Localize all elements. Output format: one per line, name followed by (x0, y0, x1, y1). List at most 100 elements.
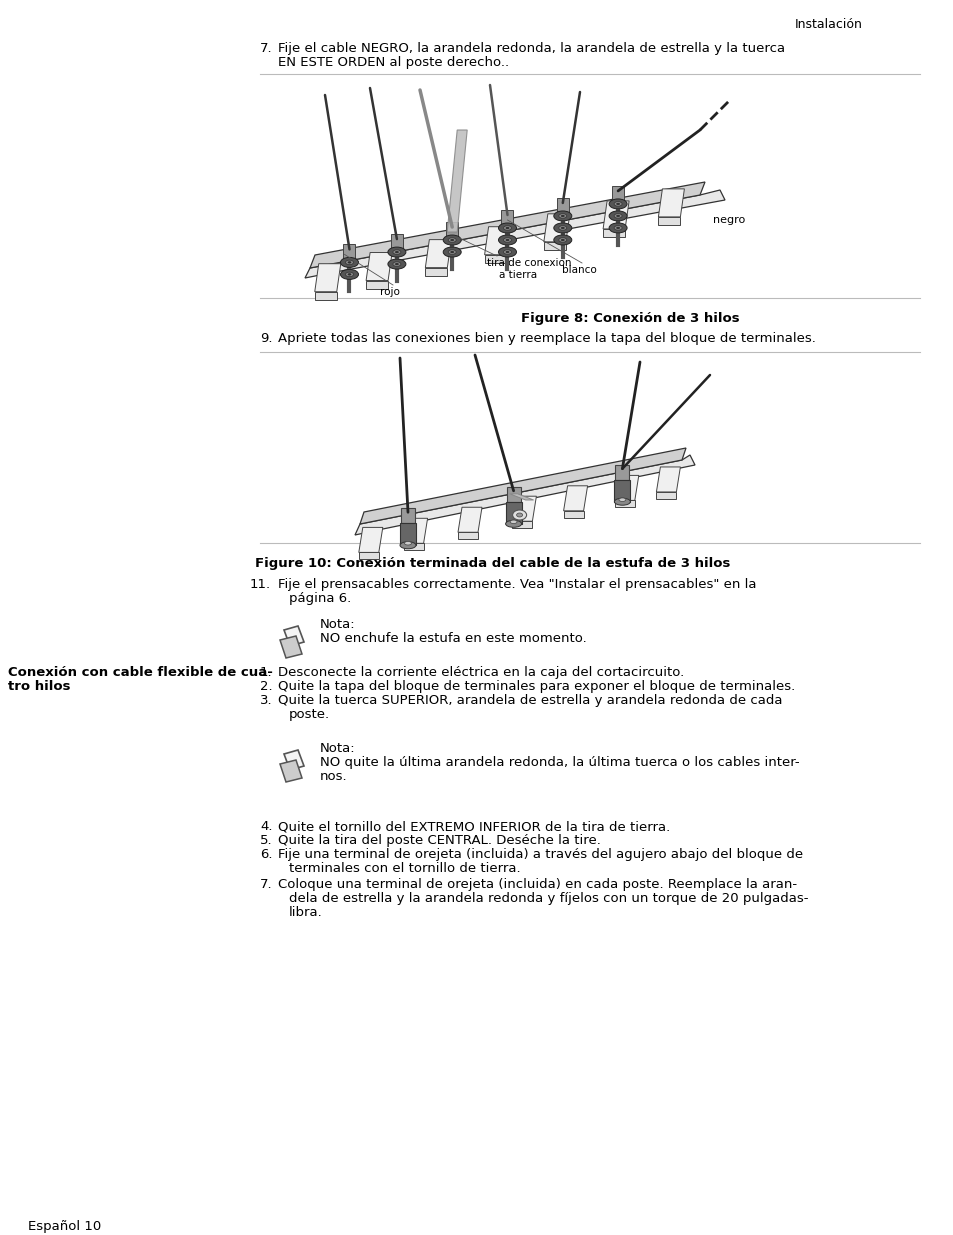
Polygon shape (506, 487, 520, 501)
Ellipse shape (450, 251, 454, 253)
Ellipse shape (345, 272, 354, 277)
Text: Nota:: Nota: (319, 742, 355, 755)
Polygon shape (614, 475, 639, 500)
Text: 7.: 7. (260, 878, 273, 890)
Polygon shape (656, 467, 679, 492)
Text: Fije el prensacables correctamente. Vea "Instalar el prensacables" en la: Fije el prensacables correctamente. Vea … (277, 578, 756, 592)
Text: Desconecte la corriente eléctrica en la caja del cortacircuito.: Desconecte la corriente eléctrica en la … (277, 666, 683, 679)
Ellipse shape (618, 498, 625, 501)
Ellipse shape (443, 235, 460, 245)
Polygon shape (366, 252, 392, 280)
Text: 9.: 9. (260, 332, 273, 345)
Polygon shape (509, 494, 533, 500)
Text: 7.: 7. (260, 42, 273, 56)
Ellipse shape (393, 249, 400, 254)
Polygon shape (612, 186, 623, 204)
Ellipse shape (448, 238, 456, 242)
Ellipse shape (348, 262, 351, 263)
Polygon shape (563, 511, 583, 517)
Polygon shape (602, 228, 624, 237)
Polygon shape (314, 264, 340, 291)
Ellipse shape (340, 269, 358, 279)
Text: Quite la tuerca SUPERIOR, arandela de estrella y arandela redonda de cada: Quite la tuerca SUPERIOR, arandela de es… (277, 694, 781, 706)
Polygon shape (425, 240, 451, 268)
Polygon shape (366, 280, 388, 289)
Ellipse shape (498, 247, 516, 257)
Ellipse shape (388, 247, 405, 257)
Text: NO quite la última arandela redonda, la última tuerca o los cables inter-: NO quite la última arandela redonda, la … (319, 756, 799, 769)
Text: negro: negro (712, 215, 744, 225)
Polygon shape (400, 509, 415, 524)
Polygon shape (403, 519, 427, 543)
Polygon shape (358, 527, 382, 552)
Ellipse shape (388, 259, 405, 269)
Text: rojo: rojo (379, 287, 399, 296)
Text: página 6.: página 6. (289, 592, 351, 605)
Text: dela de estrella y la arandela redonda y fíjelos con un torque de 20 pulgadas-: dela de estrella y la arandela redonda y… (289, 892, 807, 905)
Polygon shape (615, 464, 629, 479)
Text: Instalación: Instalación (794, 19, 862, 31)
Polygon shape (314, 291, 336, 300)
Ellipse shape (503, 226, 511, 230)
Text: Figure 8: Conexión de 3 hilos: Figure 8: Conexión de 3 hilos (521, 312, 740, 325)
Ellipse shape (558, 226, 566, 230)
Text: a tierra: a tierra (498, 270, 537, 280)
Polygon shape (343, 245, 355, 262)
Polygon shape (602, 201, 628, 228)
Ellipse shape (348, 274, 351, 275)
Ellipse shape (450, 240, 454, 241)
Ellipse shape (614, 226, 621, 230)
Text: 4.: 4. (260, 820, 273, 832)
Ellipse shape (608, 199, 626, 209)
Ellipse shape (498, 235, 516, 245)
Polygon shape (484, 227, 510, 254)
Polygon shape (399, 524, 416, 545)
Polygon shape (359, 448, 685, 524)
Ellipse shape (616, 227, 618, 228)
Polygon shape (280, 760, 302, 782)
Polygon shape (614, 500, 634, 508)
Polygon shape (447, 130, 467, 232)
Ellipse shape (614, 214, 621, 219)
Text: Fije el cable NEGRO, la arandela redonda, la arandela de estrella y la tuerca: Fije el cable NEGRO, la arandela redonda… (277, 42, 784, 56)
Polygon shape (457, 532, 477, 540)
Ellipse shape (395, 252, 398, 253)
Text: nos.: nos. (319, 769, 347, 783)
Polygon shape (355, 454, 695, 535)
Ellipse shape (505, 240, 509, 241)
Ellipse shape (345, 261, 354, 264)
Ellipse shape (558, 237, 566, 242)
Polygon shape (284, 626, 304, 646)
Text: 5.: 5. (260, 834, 273, 847)
Ellipse shape (560, 240, 564, 241)
Ellipse shape (503, 249, 511, 254)
Text: NO enchufe la estufa en este momento.: NO enchufe la estufa en este momento. (319, 632, 586, 645)
Ellipse shape (505, 520, 521, 527)
Text: tira de conexión: tira de conexión (486, 258, 571, 268)
Ellipse shape (399, 542, 416, 548)
Text: 3.: 3. (260, 694, 273, 706)
Text: Quite la tapa del bloque de terminales para exponer el bloque de terminales.: Quite la tapa del bloque de terminales p… (277, 680, 795, 693)
Polygon shape (446, 222, 457, 240)
Polygon shape (658, 189, 683, 217)
Text: libra.: libra. (289, 906, 322, 919)
Ellipse shape (608, 211, 626, 221)
Text: terminales con el tornillo de tierra.: terminales con el tornillo de tierra. (289, 862, 520, 876)
Polygon shape (305, 190, 724, 278)
Text: Coloque una terminal de orejeta (incluida) en cada poste. Reemplace la aran-: Coloque una terminal de orejeta (incluid… (277, 878, 797, 890)
Ellipse shape (554, 224, 571, 233)
Polygon shape (658, 217, 679, 225)
Ellipse shape (443, 247, 460, 257)
Text: Fije una terminal de orejeta (incluida) a través del agujero abajo del bloque de: Fije una terminal de orejeta (incluida) … (277, 848, 802, 861)
Ellipse shape (393, 262, 400, 267)
Polygon shape (484, 254, 506, 263)
Ellipse shape (560, 227, 564, 228)
Text: Quite el tornillo del EXTREMO INFERIOR de la tira de tierra.: Quite el tornillo del EXTREMO INFERIOR d… (277, 820, 670, 832)
Text: blanco: blanco (561, 266, 597, 275)
Ellipse shape (558, 214, 566, 219)
Text: 1.: 1. (260, 666, 273, 679)
Ellipse shape (505, 227, 509, 228)
Polygon shape (512, 496, 536, 521)
Polygon shape (403, 543, 423, 551)
Ellipse shape (498, 224, 516, 233)
